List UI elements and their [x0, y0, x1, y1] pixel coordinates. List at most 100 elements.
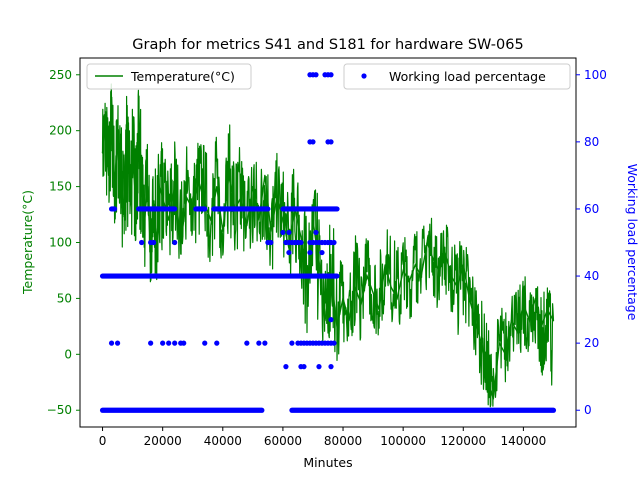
working-load-point — [307, 249, 313, 256]
working-load-point — [283, 364, 289, 370]
temperature-point — [318, 264, 320, 266]
legend-temperature-box — [86, 63, 252, 90]
temperature-point — [159, 185, 161, 188]
temperature-point — [480, 342, 482, 344]
temperature-point — [336, 325, 338, 327]
left-axis-label: Temperature(°C) — [20, 190, 35, 295]
temperature-point — [420, 275, 422, 277]
temperature-point — [474, 320, 476, 322]
legend-working-load-box — [343, 63, 571, 90]
temperature-point — [456, 286, 458, 288]
temperature-point — [552, 320, 555, 322]
temperature-point — [486, 376, 488, 378]
working-load-series — [99, 72, 557, 413]
temperature-point — [324, 320, 326, 322]
temperature-point — [366, 275, 368, 277]
temperature-point — [468, 297, 470, 300]
x-tick-label: 120000 — [440, 434, 486, 448]
temperature-point — [228, 174, 230, 177]
working-load-point — [280, 229, 286, 236]
legend-temperature: Temperature(°C) — [86, 63, 252, 90]
temperature-point — [282, 219, 284, 221]
left-axis-ticks: −50 0 50 100 150 200 250 — [47, 68, 80, 417]
temperature-point — [306, 286, 308, 288]
working-load-point — [319, 249, 325, 256]
temperature-point — [300, 236, 302, 238]
working-load-point — [328, 317, 334, 323]
temperature-point — [444, 253, 446, 255]
temperature-point — [426, 241, 428, 244]
temperature-point — [288, 247, 290, 249]
temperature-point — [180, 241, 182, 244]
working-load-point — [172, 239, 178, 246]
temperature-point — [528, 320, 531, 322]
left-tick-label: 100 — [49, 236, 72, 250]
temperature-point — [135, 197, 137, 199]
temperature-point — [104, 124, 107, 126]
working-load-point — [289, 340, 295, 346]
left-tick-label: 250 — [49, 68, 72, 82]
left-tick-label: 0 — [64, 347, 72, 361]
temperature-point — [192, 208, 194, 210]
working-load-point — [286, 249, 292, 256]
temperature-point — [438, 269, 440, 272]
temperature-point — [348, 320, 350, 322]
temperature-point — [162, 197, 164, 199]
working-load-point — [214, 340, 220, 346]
temperature-point — [384, 264, 386, 266]
temperature-point — [246, 225, 248, 227]
temperature-point — [113, 185, 116, 188]
legend-working-load-label: Working load percentage — [389, 69, 546, 84]
working-load-point — [160, 340, 166, 346]
temperature-point — [378, 308, 380, 311]
temperature-point — [116, 141, 119, 143]
chart-title: Graph for metrics S41 and S181 for hardw… — [132, 37, 523, 53]
x-tick-label: 20000 — [144, 434, 182, 448]
temperature-point — [450, 275, 452, 277]
temperature-point — [390, 286, 392, 288]
working-load-point — [331, 239, 337, 246]
right-tick-label: 100 — [584, 68, 607, 82]
temperature-point — [252, 185, 254, 188]
working-load-point — [139, 239, 145, 246]
temperature-point — [396, 297, 398, 300]
temperature-point — [492, 398, 494, 400]
working-load-point — [181, 340, 187, 346]
right-tick-label: 0 — [584, 403, 592, 417]
temperature-point — [432, 258, 434, 260]
working-load-point — [114, 340, 121, 346]
working-load-point — [328, 139, 334, 145]
temperature-point — [498, 342, 500, 344]
right-tick-label: 20 — [584, 336, 599, 350]
x-tick-label: 0 — [99, 434, 107, 448]
temperature-point — [125, 130, 128, 132]
working-load-point — [166, 340, 172, 346]
legend-working-load: Working load percentage — [343, 63, 571, 90]
x-tick-label: 60000 — [264, 434, 302, 448]
x-axis-label: Minutes — [303, 455, 352, 470]
right-axis-ticks: 0 20 40 60 80 100 — [576, 68, 607, 417]
temperature-point — [258, 219, 260, 221]
temperature-point — [264, 174, 266, 177]
legend-temperature-label: Temperature(°C) — [130, 69, 235, 84]
working-load-point — [301, 364, 307, 370]
left-tick-label: −50 — [47, 403, 72, 417]
temperature-point — [522, 303, 524, 305]
temperature-point — [354, 286, 356, 288]
working-load-point — [108, 340, 115, 346]
temperature-point — [144, 219, 146, 221]
x-tick-label: 100000 — [380, 434, 426, 448]
temperature-point — [402, 269, 404, 272]
temperature-point — [516, 331, 518, 333]
temperature-point — [122, 213, 125, 216]
legend-working-load-swatch — [361, 73, 367, 79]
temperature-point — [414, 264, 416, 266]
x-tick-label: 80000 — [324, 434, 362, 448]
temperature-point — [360, 303, 362, 305]
temperature-point — [510, 320, 512, 322]
temperature-point — [101, 152, 104, 154]
working-load-point — [316, 364, 322, 370]
temperature-point — [546, 308, 549, 311]
working-load-point — [310, 139, 316, 145]
working-load-point — [328, 72, 334, 78]
